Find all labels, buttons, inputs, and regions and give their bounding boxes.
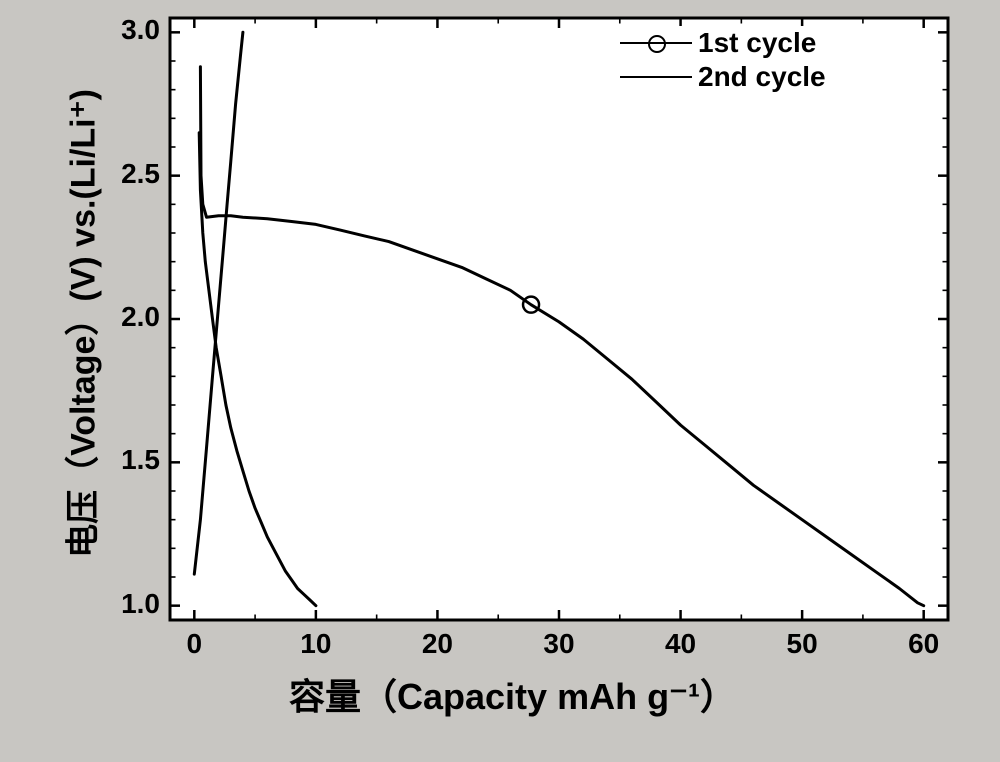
chart-container: 1st cycle 2nd cycle 容量（Capacity mAh g⁻¹）… [0,0,1000,762]
x-tick-label: 20 [407,628,467,660]
legend-label-2nd: 2nd cycle [698,61,826,93]
y-tick-label: 1.0 [90,588,160,620]
x-tick-label: 50 [772,628,832,660]
y-tick-label: 3.0 [90,14,160,46]
legend-swatch-2nd [620,62,692,92]
x-tick-label: 10 [286,628,346,660]
x-axis-title: 容量（Capacity mAh g⁻¹） [289,668,736,720]
x-tick-label: 60 [894,628,954,660]
x-tick-label: 30 [529,628,589,660]
y-tick-label: 1.5 [90,444,160,476]
y-tick-label: 2.5 [90,158,160,190]
chart-curves [0,0,1000,762]
legend-item-2nd: 2nd cycle [620,60,826,94]
legend: 1st cycle 2nd cycle [620,26,826,94]
x-tick-label: 40 [651,628,711,660]
legend-swatch-1st [620,28,692,58]
y-tick-label: 2.0 [90,301,160,333]
legend-item-1st: 1st cycle [620,26,826,60]
legend-label-1st: 1st cycle [698,27,816,59]
x-tick-label: 0 [164,628,224,660]
